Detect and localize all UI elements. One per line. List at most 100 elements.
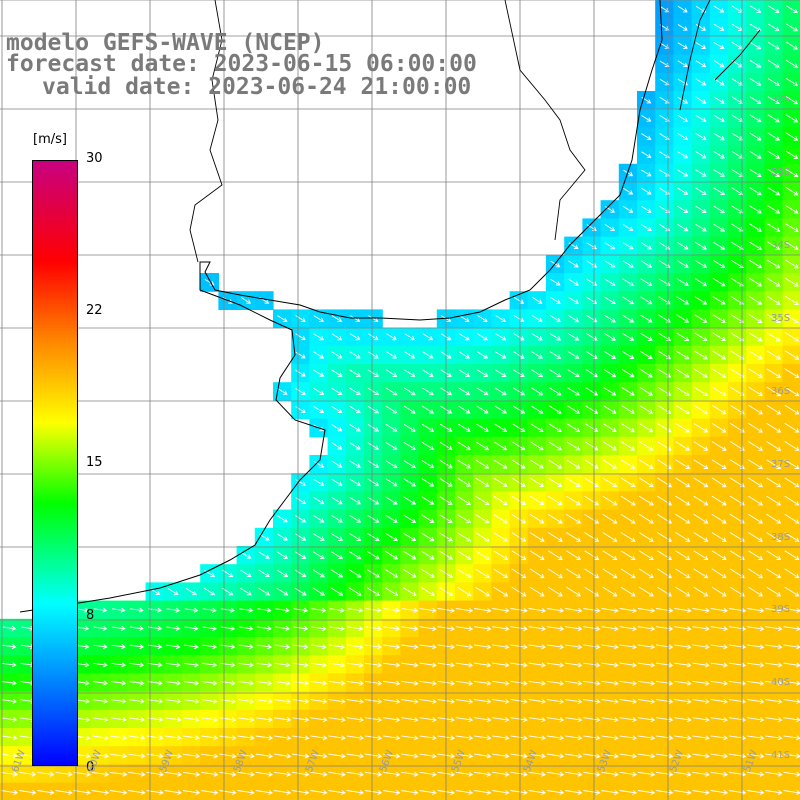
wind-arrow — [331, 369, 343, 377]
colorbar — [32, 160, 78, 766]
wind-arrow — [711, 495, 727, 506]
wind-arrow — [292, 789, 310, 795]
wind-arrow — [385, 423, 398, 432]
wind-arrow — [19, 789, 37, 795]
wind-arrow — [638, 586, 654, 597]
wind-arrow — [674, 771, 692, 777]
wind-arrow — [674, 789, 692, 795]
wind-arrow — [474, 753, 492, 759]
wind-arrow — [640, 260, 653, 268]
wind-arrow — [528, 680, 546, 686]
wind-arrow — [385, 478, 398, 487]
wind-arrow — [728, 644, 747, 650]
wind-arrow — [785, 241, 799, 251]
wind-arrow — [257, 607, 272, 613]
wind-arrow — [277, 315, 288, 322]
wind-arrow — [92, 698, 109, 704]
wind-arrow — [383, 771, 401, 777]
wind-arrow — [766, 586, 782, 597]
wind-arrow — [784, 295, 799, 305]
wind-arrow — [619, 735, 637, 741]
wind-arrow — [659, 6, 670, 13]
wind-arrow — [146, 771, 164, 777]
wind-arrow — [512, 387, 526, 396]
wind-arrow — [201, 698, 218, 704]
wind-arrow — [237, 753, 255, 759]
wind-arrow — [510, 607, 528, 613]
wind-arrow — [455, 680, 474, 686]
wind-arrow — [619, 644, 637, 650]
wind-arrow — [349, 460, 361, 468]
wind-arrow — [419, 789, 437, 795]
wind-arrow — [602, 513, 618, 524]
wind-arrow — [493, 550, 509, 560]
wind-arrow — [421, 568, 435, 578]
wind-arrow — [766, 295, 781, 305]
lat-label: 36S — [771, 386, 791, 397]
wind-arrow — [767, 205, 781, 214]
wind-arrow — [164, 753, 182, 759]
wind-arrow — [748, 441, 764, 451]
wind-arrow — [422, 333, 434, 341]
wind-arrow — [748, 404, 764, 415]
wind-arrow — [637, 698, 656, 704]
wind-cell — [782, 163, 800, 183]
wind-arrow — [238, 662, 254, 668]
wind-arrow — [546, 626, 565, 632]
wind-arrow — [475, 477, 490, 487]
wind-arrow — [677, 5, 688, 13]
wind-arrow — [349, 496, 362, 505]
wind-arrow — [623, 187, 634, 195]
wind-arrow — [784, 314, 800, 324]
wind-cell — [782, 509, 800, 529]
wind-arrow — [674, 680, 692, 686]
wind-arrow — [276, 533, 288, 541]
wind-arrow — [640, 242, 652, 250]
wind-arrow — [528, 735, 546, 741]
wind-arrow — [713, 132, 725, 141]
wind-arrow — [330, 551, 344, 560]
wind-arrow — [550, 278, 561, 286]
wind-arrow — [474, 698, 492, 704]
wind-arrow — [710, 698, 728, 704]
wind-arrow — [494, 423, 508, 432]
wind-arrow — [421, 441, 435, 450]
wind-arrow — [620, 477, 636, 488]
wind-arrow — [201, 680, 218, 686]
wind-arrow — [366, 551, 380, 560]
wind-cell — [782, 473, 800, 492]
wind-arrow — [512, 405, 526, 414]
wind-arrow — [584, 532, 600, 542]
wind-arrow — [748, 459, 764, 469]
wind-arrow — [493, 514, 508, 524]
wind-arrow — [404, 333, 416, 341]
wind-arrow — [313, 406, 325, 414]
wind-arrow — [674, 626, 692, 632]
wind-arrow — [547, 568, 563, 579]
wind-arrow — [749, 5, 762, 13]
wind-arrow — [785, 277, 799, 287]
wind-arrow — [602, 495, 618, 506]
wind-arrow — [510, 698, 528, 704]
wind-arrow — [765, 789, 783, 795]
wind-arrow — [693, 386, 708, 396]
wind-arrow — [566, 495, 581, 506]
wind-arrow — [475, 568, 490, 578]
wind-cell — [782, 0, 800, 19]
wind-arrow — [403, 460, 416, 469]
wind-arrow — [748, 513, 764, 524]
wind-arrow — [619, 789, 637, 795]
wind-arrow — [419, 717, 437, 723]
wind-arrow — [493, 496, 508, 506]
wind-arrow — [619, 662, 637, 668]
wind-arrow — [129, 662, 145, 668]
wind-arrow — [184, 644, 199, 650]
wind-arrow — [459, 315, 470, 322]
wind-arrow — [258, 551, 270, 559]
wind-arrow — [385, 460, 398, 468]
wind-arrow — [748, 296, 763, 305]
wind-arrow — [385, 550, 399, 560]
wind-arrow — [583, 607, 601, 613]
wind-arrow — [401, 626, 419, 632]
country-border — [189, 0, 761, 263]
